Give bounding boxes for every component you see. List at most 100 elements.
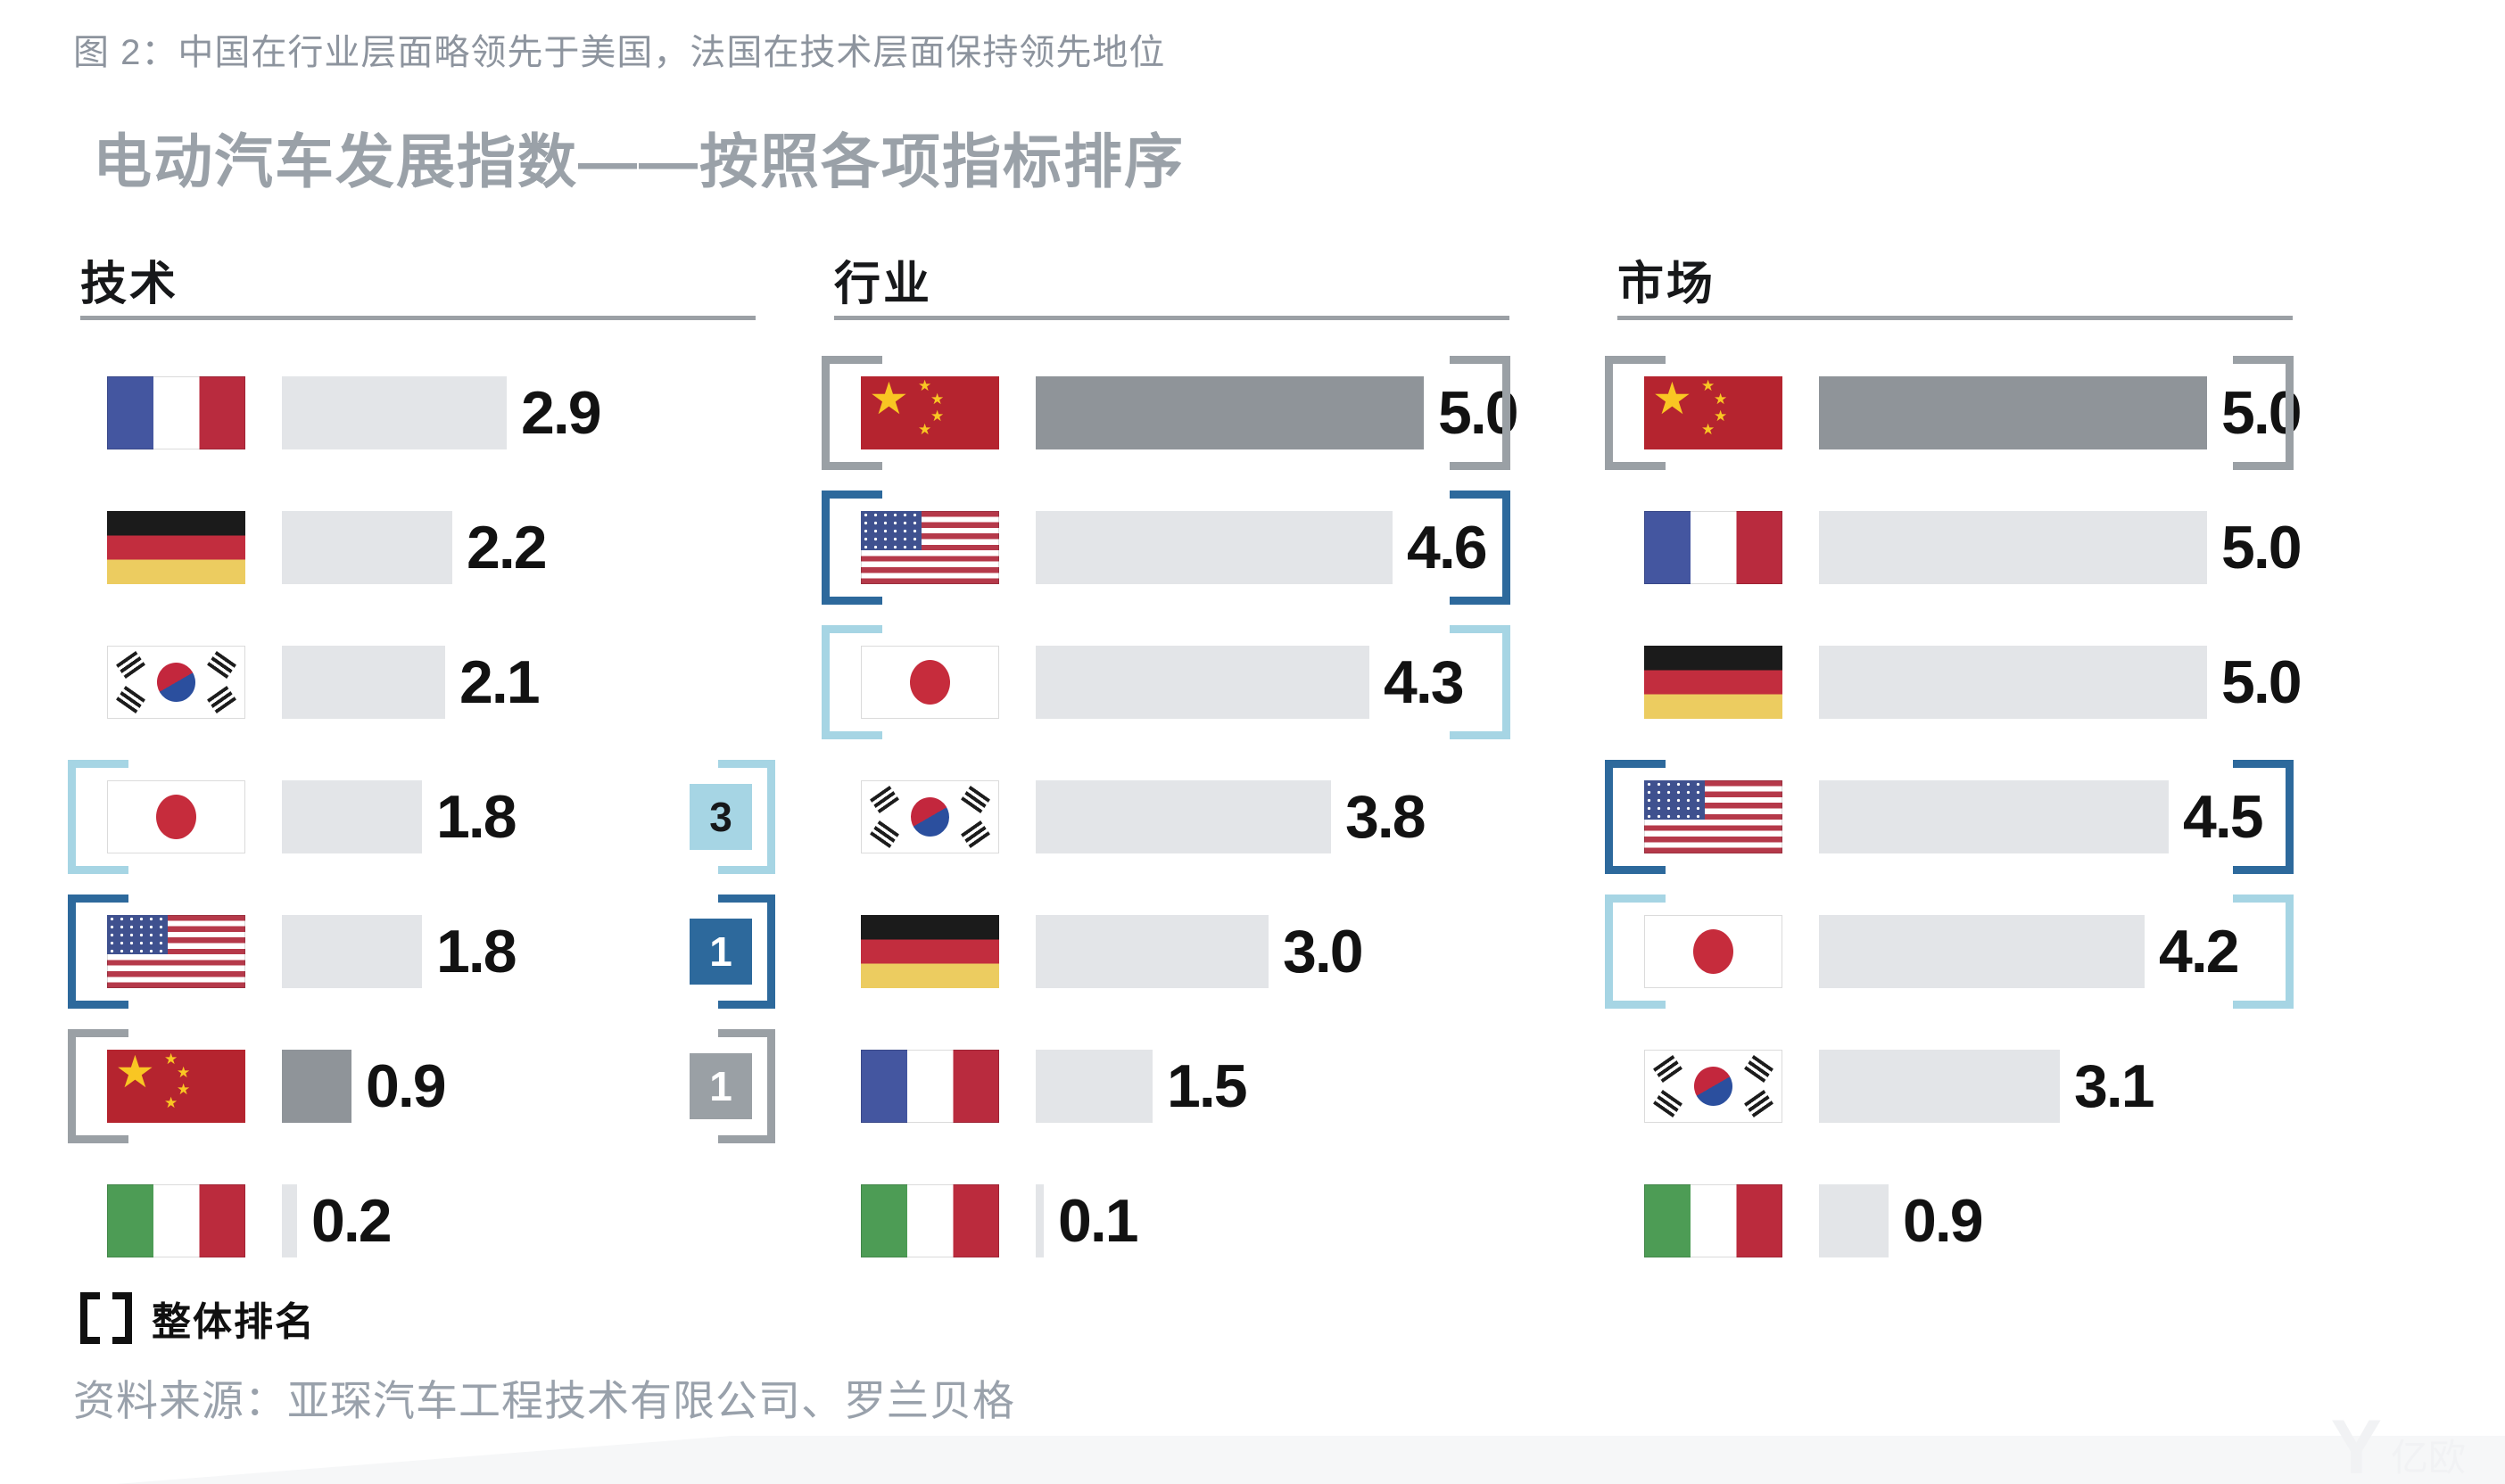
row-market-japan: 4.2 [1605,885,2294,1019]
overall-rank-bracket-right-icon [2233,356,2294,470]
flag-south_korea-icon [1644,1050,1782,1123]
japan-sun-icon [910,660,950,705]
score-bar [1036,646,1369,719]
overall-rank-bracket-right-icon [1450,625,1510,739]
overall-rank-indicator: 1 [690,895,775,1009]
overall-rank-bracket-left-icon [822,625,882,739]
korea-trigram-icon [1743,1054,1774,1084]
korea-trigram-icon [115,650,146,680]
legend-bracket-open-icon [80,1292,100,1344]
korea-trigram-icon [206,650,237,680]
flag-usa-icon [1644,780,1782,853]
row-technology-germany: 2.2 [80,481,756,615]
overall-rank-bracket-left-icon [68,760,128,874]
china-star-icon: ★ [177,1081,191,1098]
flag-japan-icon [1644,915,1782,988]
china-star-icon: ★ [1714,391,1728,408]
china-star-icon: ★ [115,1047,155,1097]
row-industry-china: ★ ★ ★ ★ ★ 5.0 [822,346,1519,481]
overall-rank-badge: 1 [690,1053,752,1119]
legend-label: 整体排名 [152,1300,316,1344]
row-technology-france: 2.9 [80,346,756,481]
china-star-icon: ★ [177,1064,191,1081]
score-bar [282,376,507,449]
score-bar [1819,1184,1889,1257]
score-value: 4.3 [1384,648,1465,716]
column-underline-market [1617,316,2293,320]
score-bar [1819,915,2145,988]
usa-canton-icon [861,511,922,550]
overall-rank-bracket-right-icon [2233,760,2294,874]
row-technology-south_korea: 2.1 [80,615,756,750]
overall-rank-bracket-left-icon [1605,356,1666,470]
korea-trigram-icon [869,820,900,849]
flag-germany-icon [107,511,245,584]
footer-band [116,1436,2505,1484]
score-bar [282,780,422,853]
flag-italy-icon [861,1184,999,1257]
korea-trigram-icon [960,820,991,849]
overall-rank-bracket-right-icon [1450,491,1510,605]
score-bar [1819,780,2169,853]
row-market-france: 5.0 [1617,481,2302,615]
china-star-icon: ★ [1714,408,1728,425]
row-industry-italy: 0.1 [834,1154,1509,1289]
flag-france-icon [1644,511,1782,584]
score-value: 4.5 [2183,783,2264,851]
korea-trigram-icon [1743,1089,1774,1118]
score-value: 4.2 [2159,918,2240,985]
china-star-icon: ★ [869,374,909,424]
flag-germany-icon [861,915,999,988]
score-bar [282,646,445,719]
watermark-y-icon: Y [2330,1404,2382,1484]
score-value: 2.1 [459,648,541,716]
score-value: 3.0 [1283,918,1364,985]
score-value: 5.0 [2221,648,2302,716]
overall-rank-bracket-left-icon [68,895,128,1009]
source-note: 资料来源：亚琛汽车工程技术有限公司、罗兰贝格 [73,1377,1015,1424]
score-bar [1036,915,1269,988]
china-star-icon: ★ [1652,374,1692,424]
row-technology-italy: 0.2 [80,1154,756,1289]
overall-rank-bracket-left-icon [1605,760,1666,874]
usa-canton-icon [107,915,168,954]
score-value: 5.0 [2221,514,2302,581]
score-value: 1.5 [1167,1052,1248,1120]
flag-germany-icon [1644,646,1782,719]
score-bar [1036,1050,1153,1123]
overall-rank-bracket-right-icon [718,760,775,874]
flag-france-icon [107,376,245,449]
score-value: 0.1 [1058,1187,1139,1255]
china-star-icon: ★ [918,377,932,394]
figure-caption: 图 2：中国在行业层面略领先于美国，法国在技术层面保持领先地位 [73,33,1166,72]
score-value: 4.6 [1407,514,1488,581]
score-bar [1819,1050,2060,1123]
korea-trigram-icon [206,685,237,714]
overall-rank-bracket-right-icon [718,1029,775,1143]
flag-usa-icon [861,511,999,584]
overall-rank-indicator: 3 [690,760,775,874]
score-bar [1036,511,1393,584]
column-header-technology: 技术 [80,259,179,310]
score-value: 3.8 [1345,783,1426,851]
overall-rank-bracket-right-icon [2233,895,2294,1009]
column-header-industry: 行业 [834,259,933,310]
china-star-icon: ★ [164,1051,178,1068]
flag-japan-icon [107,780,245,853]
china-star-icon: ★ [1701,421,1715,438]
korea-trigram-icon [1652,1089,1683,1118]
flag-south_korea-icon [861,780,999,853]
score-bar [1819,646,2207,719]
figure-title: 电动汽车发展指数——按照各项指标排序 [93,128,1185,194]
flag-china-icon: ★ ★ ★ ★ ★ [1644,376,1782,449]
watermark-logo: Y 亿欧 [2330,1404,2466,1484]
japan-sun-icon [1693,929,1733,974]
overall-rank-badge: 3 [690,784,752,850]
china-star-icon: ★ [918,421,932,438]
flag-france-icon [861,1050,999,1123]
score-value: 0.9 [1903,1187,1984,1255]
flag-china-icon: ★ ★ ★ ★ ★ [107,1050,245,1123]
score-value: 0.2 [311,1187,393,1255]
score-value: 1.8 [436,783,517,851]
